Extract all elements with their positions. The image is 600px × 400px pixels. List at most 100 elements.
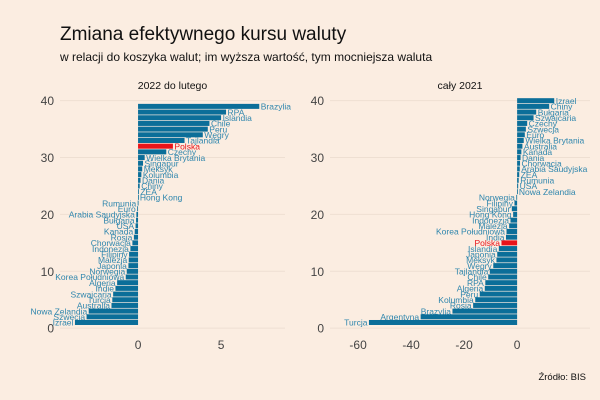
bar-label: Bułgaria [103, 215, 134, 225]
bar-chile [138, 120, 210, 126]
bar-węgry [493, 263, 518, 269]
bar-norwegia [516, 194, 518, 200]
x-tick-label: -60 [349, 338, 367, 352]
bar-label: Singapur [476, 204, 510, 214]
bar-label: Australia [524, 141, 557, 151]
bar-kanada [134, 228, 139, 234]
bar-szwecja [517, 126, 526, 132]
bar-label: Izrael [556, 96, 577, 106]
y-tick-label: 0 [317, 322, 324, 336]
bar-label: Szwecja [53, 312, 85, 322]
bar-label: Bułgaria [538, 107, 569, 117]
bar-malezja [128, 257, 139, 263]
bar-label: Algeria [457, 284, 484, 294]
bar-korea-południowa [125, 274, 139, 280]
bar-label: Rosja [111, 232, 133, 242]
y-tick-label: 0 [47, 322, 54, 336]
y-tick-label: 10 [311, 265, 325, 279]
bar-label: Kolumbia [143, 170, 179, 180]
bar-label: Norwegia [479, 193, 515, 203]
bar-kanada [517, 149, 522, 155]
bar-label: Hong Kong [469, 210, 512, 220]
bar-label: Australia [77, 301, 110, 311]
bar-dania [517, 155, 521, 161]
bar-usa [135, 223, 139, 229]
bar-rumunia [137, 200, 139, 206]
bar-label: Chorwacja [522, 158, 562, 168]
bar-euro [137, 206, 139, 212]
bar-bułgaria [517, 109, 537, 115]
bar-szwajcaria [517, 115, 534, 121]
bar-label: Wielka Brytania [525, 136, 584, 146]
bar-izrael [517, 98, 555, 104]
bar-bułgaria [136, 217, 139, 223]
chart-subtitle: w relacji do koszyka walut; im wyższa wa… [60, 50, 433, 64]
bar-label: Turcja [344, 318, 368, 328]
bar-argentyna [420, 314, 518, 320]
bar-label: Izrael [53, 318, 74, 328]
bar-label: Węgry [467, 261, 492, 271]
bar-rpa [138, 109, 227, 115]
bar-rosja [133, 234, 139, 240]
bar-label: Nowa Zelandia [31, 306, 88, 316]
bar-label: Peru [209, 124, 227, 134]
bar-label: Malezja [478, 221, 508, 231]
bar-label: Meksyk [144, 164, 174, 174]
bar-label: Dania [142, 176, 164, 186]
bar-label: Polska [474, 238, 500, 248]
bar-label: Szwecja [527, 124, 559, 134]
bar-label: Euro [526, 130, 544, 140]
bar-label: Japonia [466, 249, 496, 259]
bar-wielka-brytania [517, 137, 524, 143]
bar-filipiny [129, 251, 139, 257]
y-tick-label: 20 [41, 208, 55, 222]
bar-label: Szwajcaria [71, 289, 112, 299]
bar-label: Brazylia [421, 306, 452, 316]
bar-label: Chorwacja [91, 238, 131, 248]
bar-label: Indonezja [472, 215, 509, 225]
bar-chiny [138, 183, 140, 189]
bar-label: Kanada [104, 227, 134, 237]
bar-label: Hong Kong [140, 193, 183, 203]
bar-label: Polska [174, 141, 200, 151]
bar-usa [517, 183, 519, 189]
bar-label: Filipiny [487, 198, 514, 208]
bar-kolumbia [138, 172, 142, 178]
bar-czechy [517, 120, 528, 126]
bar-wielka-brytania [138, 155, 145, 161]
bar-label: Norwegia [89, 267, 125, 277]
bar-label: Algeria [89, 278, 116, 288]
bar-label: Indonezja [92, 244, 129, 254]
bar-malezja [509, 223, 518, 229]
bar-polska [138, 143, 173, 149]
bar-hong-kong [513, 211, 518, 217]
bar-zea [517, 172, 520, 178]
bar-label: Indie [96, 284, 115, 294]
y-tick-label: 20 [311, 208, 325, 222]
bar-brazylia [452, 308, 518, 314]
bar-label: Chile [211, 119, 231, 129]
bar-algeria [117, 280, 139, 286]
bar-label: Euro [118, 204, 136, 214]
bar-indie [115, 285, 139, 291]
bar-islandia [138, 115, 222, 121]
bar-rumunia [517, 177, 519, 183]
bar-tajlandia [489, 268, 518, 274]
bar-rpa [485, 280, 518, 286]
bar-label: USA [520, 181, 538, 191]
bar-label: Malezja [98, 255, 128, 265]
y-tick-label: 30 [311, 151, 325, 165]
panel-title: cały 2021 [438, 80, 483, 92]
bar-label: Chiny [551, 102, 573, 112]
bar-label: Brazylia [261, 102, 292, 112]
bar-australia [111, 302, 139, 308]
bar-label: Czechy [168, 147, 197, 157]
bar-label: RPA [228, 107, 245, 117]
bar-turcja [112, 297, 139, 303]
panel-title: 2022 do lutego [138, 80, 208, 92]
bar-label: ZEA [140, 187, 157, 197]
bar-label: Rumunia [102, 198, 136, 208]
bar-nowa-zelandia [88, 308, 139, 314]
y-tick-label: 30 [41, 151, 55, 165]
bar-label: Arabia Saudyjska [521, 164, 587, 174]
